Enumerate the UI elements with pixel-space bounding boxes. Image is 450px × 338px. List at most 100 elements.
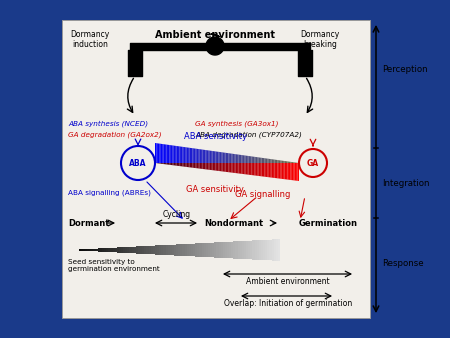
FancyBboxPatch shape <box>246 241 248 259</box>
Polygon shape <box>161 163 162 164</box>
Polygon shape <box>194 148 195 163</box>
Polygon shape <box>205 150 207 163</box>
Polygon shape <box>182 163 184 167</box>
Polygon shape <box>295 163 296 180</box>
FancyBboxPatch shape <box>100 248 102 252</box>
Polygon shape <box>276 160 277 163</box>
FancyBboxPatch shape <box>231 242 234 259</box>
Polygon shape <box>280 163 282 179</box>
Polygon shape <box>259 163 260 176</box>
Polygon shape <box>172 145 174 163</box>
Polygon shape <box>290 163 292 180</box>
Polygon shape <box>185 163 187 167</box>
FancyBboxPatch shape <box>102 248 104 252</box>
Polygon shape <box>210 151 211 163</box>
Polygon shape <box>217 152 218 163</box>
Polygon shape <box>211 34 219 37</box>
Polygon shape <box>253 163 254 175</box>
Polygon shape <box>223 163 224 172</box>
Polygon shape <box>189 163 191 168</box>
Polygon shape <box>282 161 283 163</box>
Polygon shape <box>202 163 204 169</box>
Polygon shape <box>161 144 162 163</box>
Polygon shape <box>259 158 260 163</box>
FancyBboxPatch shape <box>151 246 153 254</box>
Polygon shape <box>260 163 261 176</box>
Polygon shape <box>159 144 161 163</box>
Text: Integration: Integration <box>382 178 429 188</box>
Polygon shape <box>204 150 205 163</box>
Polygon shape <box>272 163 273 178</box>
Polygon shape <box>165 144 166 163</box>
FancyBboxPatch shape <box>276 239 278 261</box>
Polygon shape <box>266 163 267 177</box>
Polygon shape <box>286 163 288 179</box>
FancyBboxPatch shape <box>153 246 155 255</box>
Polygon shape <box>240 155 241 163</box>
Polygon shape <box>195 163 197 168</box>
Text: Overlap: Initiation of germination: Overlap: Initiation of germination <box>224 299 352 308</box>
FancyBboxPatch shape <box>140 246 142 254</box>
FancyBboxPatch shape <box>223 242 225 258</box>
Polygon shape <box>296 163 297 181</box>
Polygon shape <box>217 163 218 171</box>
Polygon shape <box>283 163 284 179</box>
FancyBboxPatch shape <box>250 241 252 260</box>
Polygon shape <box>273 163 274 178</box>
FancyBboxPatch shape <box>212 243 214 258</box>
FancyBboxPatch shape <box>127 247 130 253</box>
Text: GA sensitivity: GA sensitivity <box>186 185 244 194</box>
FancyBboxPatch shape <box>183 244 184 256</box>
Polygon shape <box>248 163 250 175</box>
Polygon shape <box>248 156 250 163</box>
Polygon shape <box>224 163 225 172</box>
Text: Ambient environment: Ambient environment <box>246 277 330 286</box>
FancyBboxPatch shape <box>121 247 123 253</box>
FancyBboxPatch shape <box>197 243 199 257</box>
FancyBboxPatch shape <box>261 240 263 260</box>
Polygon shape <box>272 159 273 163</box>
Polygon shape <box>155 143 157 163</box>
Polygon shape <box>227 153 229 163</box>
Polygon shape <box>189 148 191 163</box>
Polygon shape <box>292 162 293 163</box>
Polygon shape <box>236 154 237 163</box>
Polygon shape <box>182 147 184 163</box>
Polygon shape <box>197 149 198 163</box>
FancyBboxPatch shape <box>191 244 193 257</box>
Text: ABA degradation (CYP707A2): ABA degradation (CYP707A2) <box>195 131 302 138</box>
Text: Nondormant: Nondormant <box>204 218 264 227</box>
FancyBboxPatch shape <box>148 246 151 254</box>
Polygon shape <box>202 150 204 163</box>
Polygon shape <box>244 163 246 174</box>
Polygon shape <box>247 163 248 175</box>
FancyBboxPatch shape <box>227 242 229 258</box>
Polygon shape <box>224 152 225 163</box>
Polygon shape <box>297 163 299 181</box>
Polygon shape <box>236 163 237 173</box>
Polygon shape <box>292 163 293 180</box>
Text: ABA signalling (ABREs): ABA signalling (ABREs) <box>68 190 151 196</box>
Polygon shape <box>164 163 165 164</box>
Polygon shape <box>159 163 161 164</box>
FancyBboxPatch shape <box>161 245 163 255</box>
Polygon shape <box>233 154 234 163</box>
Polygon shape <box>288 162 289 163</box>
Polygon shape <box>246 163 247 174</box>
FancyBboxPatch shape <box>278 239 280 261</box>
Polygon shape <box>276 163 277 178</box>
Polygon shape <box>225 153 227 163</box>
Polygon shape <box>243 163 244 174</box>
Polygon shape <box>246 155 247 163</box>
FancyBboxPatch shape <box>163 245 166 255</box>
Polygon shape <box>237 163 238 173</box>
Polygon shape <box>223 152 224 163</box>
Polygon shape <box>263 163 265 177</box>
Text: ABA synthesis (NCED): ABA synthesis (NCED) <box>68 120 148 127</box>
Polygon shape <box>191 148 193 163</box>
FancyBboxPatch shape <box>76 249 79 250</box>
Polygon shape <box>238 154 240 163</box>
Polygon shape <box>241 155 243 163</box>
FancyBboxPatch shape <box>204 243 206 257</box>
Polygon shape <box>277 160 279 163</box>
